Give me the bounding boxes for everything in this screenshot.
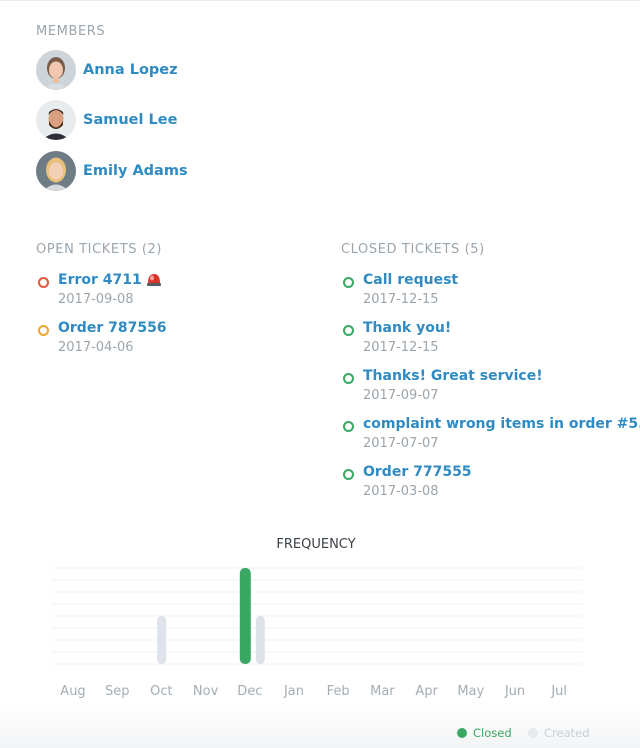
ticket-date: 2017-09-07 [363, 388, 439, 403]
x-tick-label: Dec [237, 684, 262, 699]
legend-dot-created [528, 728, 538, 738]
x-tick-label: Jan [283, 684, 304, 699]
alarm-light-icon [146, 274, 161, 286]
top-divider [0, 0, 640, 1]
chart-title: FREQUENCY [276, 537, 356, 552]
created-bar-dec[interactable] [255, 616, 265, 664]
ticket-title-link[interactable]: complaint wrong items in order #5... [363, 416, 640, 432]
x-tick-label: Apr [415, 684, 438, 699]
closed-bar-dec[interactable] [239, 568, 251, 664]
ticket-date: 2017-07-07 [363, 436, 439, 451]
legend-closed[interactable]: Closed [457, 726, 512, 740]
ticket-title-link[interactable]: Thank you! [363, 320, 452, 336]
ticket-date: 2017-12-15 [363, 292, 439, 307]
closed-tickets-heading: CLOSED TICKETS (5) [341, 242, 485, 257]
member-emily-adams[interactable]: Emily Adams [36, 151, 188, 191]
ticket-title-link[interactable]: Error 4711 [58, 272, 142, 288]
open-tickets-heading: OPEN TICKETS (2) [36, 242, 163, 257]
x-tick-label: May [457, 684, 484, 699]
x-tick-label: Feb [327, 684, 350, 699]
x-tick-label: Aug [60, 684, 85, 699]
members-heading: MEMBERS [36, 24, 106, 39]
closed-status-icon [343, 277, 354, 288]
created-bar-sep[interactable] [157, 616, 167, 664]
x-tick-label: Mar [370, 684, 395, 699]
ticket-date: 2017-04-06 [58, 340, 134, 355]
x-tick-label: Jul [550, 684, 567, 699]
member-samuel-lee[interactable]: Samuel Lee [36, 100, 177, 140]
closed-status-icon [343, 325, 354, 336]
open-status-icon [38, 325, 49, 336]
ticket-date: 2017-09-08 [58, 292, 134, 307]
ticket-title-link[interactable]: Call request [363, 272, 459, 288]
ticket-date: 2017-12-15 [363, 340, 439, 355]
legend-created[interactable]: Created [528, 726, 590, 740]
closed-status-icon [343, 469, 354, 480]
legend-dot-closed [457, 728, 467, 738]
closed-status-icon [343, 373, 354, 384]
closed-status-icon [343, 421, 354, 432]
legend-label: Closed [473, 726, 512, 740]
x-tick-label: Sep [105, 684, 130, 699]
x-tick-label: Oct [150, 684, 172, 699]
x-tick-label: Nov [193, 684, 219, 699]
ticket-title-link[interactable]: Order 777555 [363, 464, 472, 480]
ticket-title-link[interactable]: Thanks! Great service! [363, 368, 543, 384]
bottom-fade [0, 700, 640, 748]
avatar [36, 151, 76, 191]
open-status-icon [38, 277, 49, 288]
legend-label: Created [544, 726, 590, 740]
x-tick-label: Jun [504, 684, 525, 699]
ticket-title-link[interactable]: Order 787556 [58, 320, 167, 336]
member-anna-lopez[interactable]: Anna Lopez [36, 50, 178, 90]
member-name: Anna Lopez [83, 62, 178, 78]
frequency-chart: Aug Sep Oct Nov Dec Jan Feb Mar Apr May Jun Jul [52, 567, 582, 699]
member-name: Emily Adams [83, 163, 188, 179]
avatar [36, 100, 76, 140]
avatar [36, 50, 76, 90]
ticket-date: 2017-03-08 [363, 484, 439, 499]
member-name: Samuel Lee [83, 112, 178, 128]
